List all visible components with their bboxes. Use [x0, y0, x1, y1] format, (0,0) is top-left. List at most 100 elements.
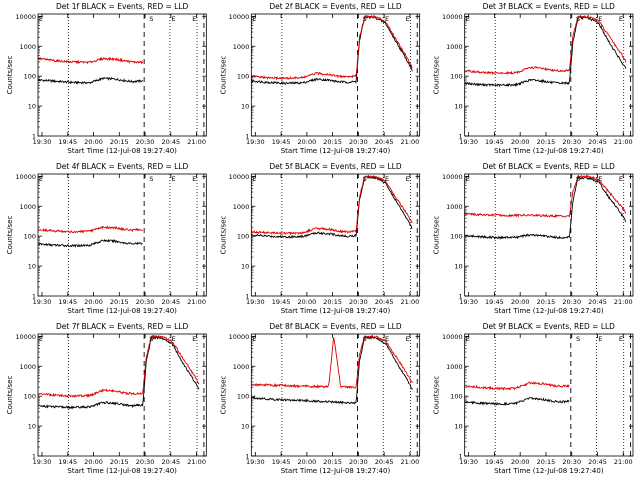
plot-frame — [464, 13, 634, 137]
y-tick-label: 10 — [454, 423, 462, 431]
x-tick-label: 19:30 — [459, 298, 478, 306]
event-marker-label: E — [466, 335, 470, 343]
y-tick-label: 100 — [450, 233, 462, 241]
x-tick-label: 19:45 — [485, 138, 504, 146]
x-tick-label: 19:30 — [33, 458, 52, 466]
series-line-lld — [250, 174, 413, 236]
x-tick-label: 20:00 — [297, 298, 316, 306]
y-tick-label: 10000 — [229, 13, 250, 21]
panel-title: Det 4f BLACK = Events, RED = LLD — [56, 162, 189, 171]
y-tick-label: 1000 — [233, 203, 250, 211]
series-line-events — [464, 396, 570, 407]
x-tick-label: 20:30 — [136, 298, 155, 306]
event-marker-label: E — [192, 15, 196, 23]
x-tick-label: 19:30 — [459, 458, 478, 466]
plot-frame — [37, 13, 207, 137]
event-marker-label: S — [576, 335, 580, 343]
plot-frame — [37, 173, 207, 297]
series-line-events — [37, 336, 200, 410]
series-line-events — [37, 76, 143, 85]
x-axis-label: Start Time (12-Jul-08 19:27:40) — [281, 147, 391, 155]
panel-det-4f: Det 4f BLACK = Events, RED = LLD 19:30 19:… — [6, 162, 207, 315]
panel-title: Det 5f BLACK = Events, RED = LLD — [269, 162, 402, 171]
event-marker-label: E — [406, 335, 410, 343]
x-tick-label: 19:30 — [459, 138, 478, 146]
x-tick-label: 20:00 — [84, 458, 103, 466]
event-marker-label: E — [466, 15, 470, 23]
panel-det-7f: Det 7f BLACK = Events, RED = LLD 19:30 19:… — [6, 322, 207, 475]
panel-title: Det 1f BLACK = Events, RED = LLD — [56, 2, 189, 11]
x-tick-label: 20:45 — [588, 458, 607, 466]
y-tick-label: 10000 — [442, 333, 463, 341]
plot-frame — [250, 333, 421, 457]
y-tick-label: 100 — [450, 73, 462, 81]
y-axis-label: Counts/sec — [433, 216, 441, 255]
x-axis-label: Start Time (12-Jul-08 19:27:40) — [281, 307, 391, 315]
panel-title: Det 7f BLACK = Events, RED = LLD — [56, 322, 189, 331]
x-tick-label: 20:30 — [562, 298, 581, 306]
x-tick-label: 20:15 — [323, 138, 342, 146]
series-line-lld — [464, 14, 627, 76]
y-tick-label: 1000 — [19, 43, 36, 51]
y-tick-label: 1000 — [19, 203, 36, 211]
panel-det-3f: Det 3f BLACK = Events, RED = LLD 19:30 19:… — [433, 2, 634, 155]
y-tick-label: 10000 — [15, 333, 36, 341]
x-tick-label: 20:15 — [537, 138, 556, 146]
event-marker-label: S — [149, 175, 153, 183]
y-tick-label: 10 — [241, 423, 249, 431]
event-marker-label: S — [363, 175, 367, 183]
event-marker-label: E — [252, 335, 256, 343]
event-marker-label: S — [576, 175, 580, 183]
event-marker-label: S — [363, 15, 367, 23]
x-axis-label: Start Time (12-Jul-08 19:27:40) — [67, 307, 177, 315]
y-tick-label: 100 — [24, 73, 36, 81]
x-tick-label: 20:45 — [588, 298, 607, 306]
event-marker-label: E — [385, 335, 389, 343]
series-line-events — [464, 176, 627, 240]
event-marker-label: S — [149, 15, 153, 23]
x-tick-label: 19:45 — [485, 458, 504, 466]
x-tick-label: 20:45 — [161, 458, 180, 466]
y-tick-label: 10 — [28, 423, 36, 431]
y-axis-label: Counts/sec — [219, 376, 227, 415]
event-marker-label: E — [39, 175, 43, 183]
event-marker-label: E — [406, 175, 410, 183]
y-tick-label: 1000 — [446, 363, 463, 371]
x-tick-label: 20:45 — [161, 298, 180, 306]
series-line-lld — [37, 334, 200, 399]
event-marker-label: E — [385, 15, 389, 23]
x-tick-label: 20:30 — [349, 298, 368, 306]
x-axis-label: Start Time (12-Jul-08 19:27:40) — [494, 147, 604, 155]
x-tick-label: 21:00 — [401, 458, 420, 466]
y-tick-label: 10000 — [15, 13, 36, 21]
event-marker-label: E — [598, 15, 602, 23]
x-tick-label: 20:30 — [136, 458, 155, 466]
event-marker-label: E — [172, 335, 176, 343]
x-tick-label: 21:00 — [614, 138, 633, 146]
event-marker-label: E — [619, 335, 623, 343]
event-marker-label: E — [406, 15, 410, 23]
series-line-lld — [38, 225, 143, 234]
series-line-events — [37, 238, 143, 248]
x-tick-label: 19:30 — [246, 138, 265, 146]
y-tick-label: 1 — [32, 453, 36, 461]
panel-det-6f: Det 6f BLACK = Events, RED = LLD 19:30 19:… — [433, 162, 634, 315]
y-tick-label: 100 — [24, 393, 36, 401]
panel-det-1f: Det 1f BLACK = Events, RED = LLD 19:30 19:… — [6, 2, 207, 155]
x-tick-label: 20:15 — [110, 298, 129, 306]
y-tick-label: 1 — [245, 453, 249, 461]
x-tick-label: 19:45 — [272, 138, 291, 146]
plot-frame — [464, 333, 634, 457]
x-tick-label: 19:45 — [485, 298, 504, 306]
x-tick-label: 21:00 — [614, 458, 633, 466]
x-tick-label: 21:00 — [401, 138, 420, 146]
series-line-events — [250, 15, 413, 85]
y-tick-label: 1000 — [19, 363, 36, 371]
y-tick-label: 1 — [245, 133, 249, 141]
x-axis-label: Start Time (12-Jul-08 19:27:40) — [67, 147, 177, 155]
x-axis-label: Start Time (12-Jul-08 19:27:40) — [281, 467, 391, 475]
x-tick-label: 21:00 — [187, 458, 206, 466]
event-marker-label: E — [172, 15, 176, 23]
plot-frame — [250, 13, 421, 137]
event-marker-label: E — [172, 175, 176, 183]
